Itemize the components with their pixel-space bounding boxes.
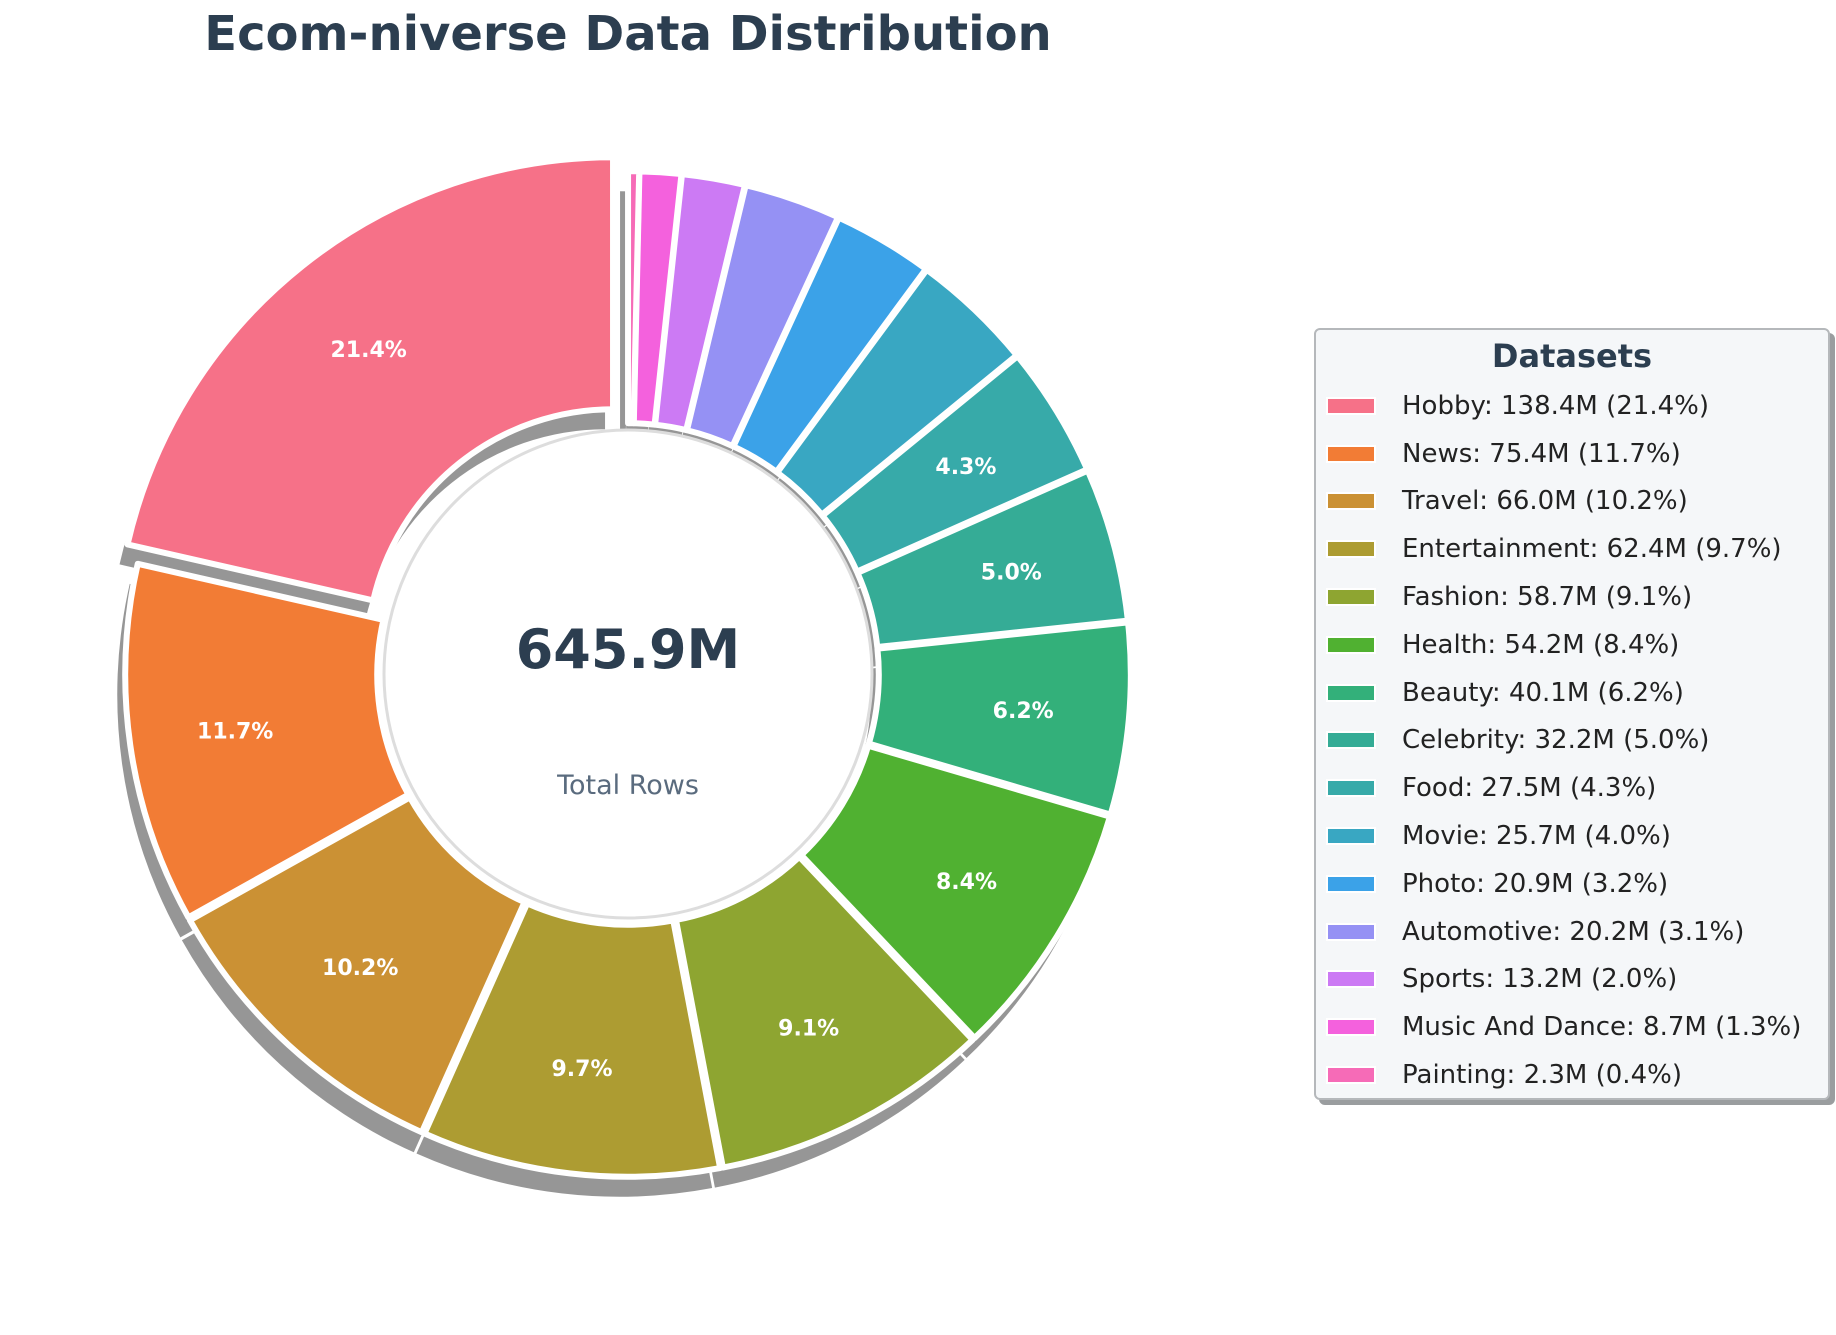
slice-label-food: 4.3%: [935, 455, 996, 480]
slice-photo[interactable]: [730, 214, 929, 475]
legend-swatch: [1326, 1018, 1376, 1037]
legend-item-beauty[interactable]: Beauty: 40.1M (6.2%): [1316, 669, 1828, 717]
slice-label-fashion: 9.1%: [778, 1016, 839, 1041]
legend-swatch: [1326, 731, 1376, 750]
slice-labels: 21.4% 11.7% 10.2% 9.7% 9.1% 8.4% 6.2% 5.0% 4.3%: [197, 338, 1054, 1082]
legend-swatch: [1326, 683, 1376, 702]
legend-swatch: [1326, 970, 1376, 989]
legend-item-health[interactable]: Health: 54.2M (8.4%): [1316, 621, 1828, 669]
legend-item-music-and-dance[interactable]: Music And Dance: 8.7M (1.3%): [1316, 1003, 1828, 1051]
legend-label: Painting: 2.3M (0.4%): [1402, 1060, 1682, 1091]
legend-label: Food: 27.5M (4.3%): [1402, 773, 1657, 804]
slice-automotive[interactable]: [683, 182, 842, 450]
slice-entertainment[interactable]: [421, 900, 724, 1180]
legend-swatch: [1326, 588, 1376, 607]
legend-item-food[interactable]: Food: 27.5M (4.3%): [1316, 764, 1828, 812]
legend-label: Health: 54.2M (8.4%): [1402, 629, 1680, 660]
legend-swatch: [1326, 779, 1376, 798]
legend-item-movie[interactable]: Movie: 25.7M (4.0%): [1316, 812, 1828, 860]
legend-label: Hobby: 138.4M (21.4%): [1402, 390, 1709, 421]
legend: Datasets Hobby: 138.4M (21.4%) News: 75.4…: [1314, 328, 1830, 1100]
slice-painting[interactable]: [625, 168, 643, 427]
legend-title: Datasets: [1491, 337, 1653, 375]
legend-item-fashion[interactable]: Fashion: 58.7M (9.1%): [1316, 573, 1828, 621]
slice-movie[interactable]: [774, 266, 1020, 518]
center-total-value: 645.9M: [516, 618, 741, 681]
slice-beauty[interactable]: [865, 619, 1134, 818]
legend-label: Travel: 66.0M (10.2%): [1402, 486, 1688, 517]
legend-item-entertainment[interactable]: Entertainment: 62.4M (9.7%): [1316, 525, 1828, 573]
slice-label-entertainment: 9.7%: [551, 1057, 612, 1082]
donut-chart: 21.4%11.7%10.2%9.7%9.1%8.4%6.2%5.0%4.3% …: [117, 154, 1134, 1197]
legend-label: Fashion: 58.7M (9.1%): [1402, 582, 1693, 613]
legend-item-travel[interactable]: Travel: 66.0M (10.2%): [1316, 478, 1828, 526]
slice-health[interactable]: [798, 742, 1113, 1042]
slice-label-beauty: 6.2%: [993, 699, 1054, 724]
legend-item-sports[interactable]: Sports: 13.2M (2.0%): [1316, 956, 1828, 1004]
legend-swatch: [1326, 635, 1376, 654]
center-total-label: Total Rows: [556, 770, 699, 801]
slice-label-news: 11.7%: [197, 719, 273, 744]
legend-label: Beauty: 40.1M (6.2%): [1402, 677, 1684, 708]
legend-label: Celebrity: 32.2M (5.0%): [1402, 725, 1710, 756]
donut-center: [382, 428, 874, 920]
legend-swatch: [1326, 444, 1376, 463]
slice-food[interactable]: [819, 353, 1091, 575]
slice-label-health: 8.4%: [936, 870, 997, 895]
legend-item-painting[interactable]: Painting: 2.3M (0.4%): [1316, 1051, 1828, 1099]
slice-hobby[interactable]: [124, 154, 617, 604]
slice-label-hobby: 21.4%: [330, 338, 406, 363]
legend-label: Sports: 13.2M (2.0%): [1402, 964, 1678, 995]
legend-item-photo[interactable]: Photo: 20.9M (3.2%): [1316, 860, 1828, 908]
slice-news[interactable]: [122, 560, 412, 921]
slice-fashion[interactable]: [672, 853, 976, 1171]
slice-label-celebrity: 5.0%: [981, 560, 1042, 585]
legend-list: Hobby: 138.4M (21.4%) News: 75.4M (11.7%)…: [1316, 382, 1828, 1099]
legend-swatch: [1326, 492, 1376, 511]
slice-travel[interactable]: [186, 794, 528, 1136]
legend-label: Movie: 25.7M (4.0%): [1402, 821, 1671, 852]
legend-label: Entertainment: 62.4M (9.7%): [1402, 534, 1782, 565]
slices: [122, 154, 1134, 1180]
legend-item-automotive[interactable]: Automotive: 20.2M (3.1%): [1316, 908, 1828, 956]
legend-label: Automotive: 20.2M (3.1%): [1402, 916, 1745, 947]
legend-item-news[interactable]: News: 75.4M (11.7%): [1316, 430, 1828, 478]
legend-swatch: [1326, 396, 1376, 415]
legend-swatch: [1326, 874, 1376, 893]
legend-label: Photo: 20.9M (3.2%): [1402, 868, 1669, 899]
slice-label-travel: 10.2%: [322, 956, 398, 981]
legend-label: News: 75.4M (11.7%): [1402, 438, 1681, 469]
legend-swatch: [1326, 827, 1376, 846]
legend-label: Music And Dance: 8.7M (1.3%): [1402, 1012, 1802, 1043]
legend-swatch: [1326, 922, 1376, 941]
legend-item-celebrity[interactable]: Celebrity: 32.2M (5.0%): [1316, 717, 1828, 765]
legend-swatch: [1326, 540, 1376, 559]
chart-title: Ecom-niverse Data Distribution: [204, 6, 1052, 62]
legend-swatch: [1326, 1066, 1376, 1085]
legend-item-hobby[interactable]: Hobby: 138.4M (21.4%): [1316, 382, 1828, 430]
slice-celebrity[interactable]: [854, 467, 1131, 651]
